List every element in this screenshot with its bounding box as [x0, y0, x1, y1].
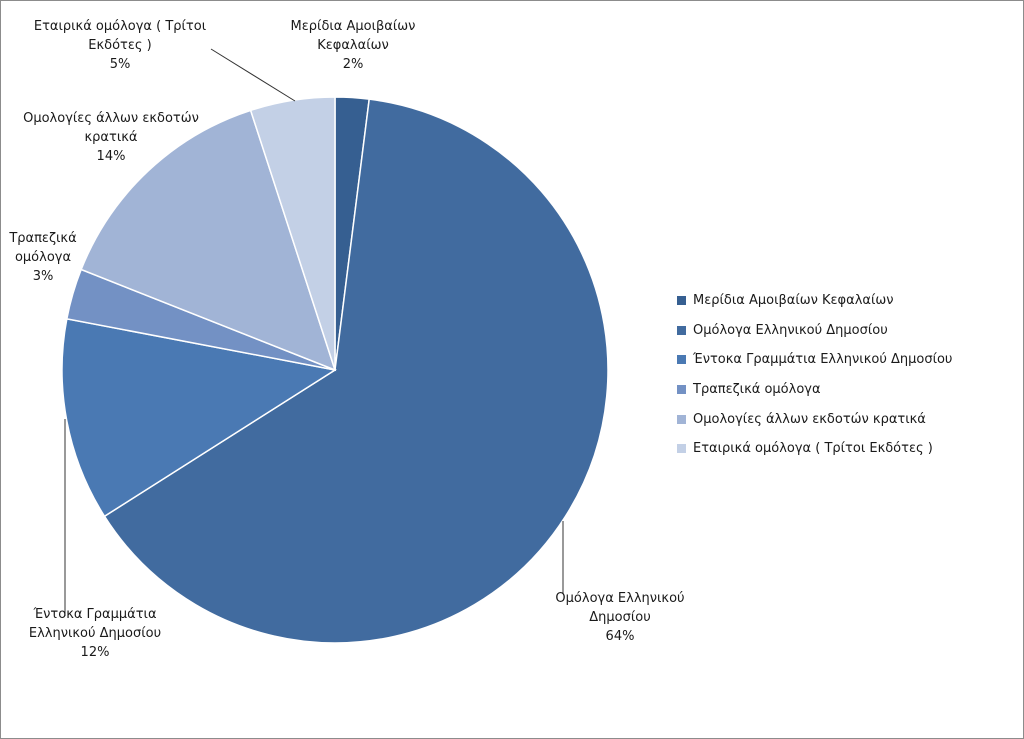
data-label-name: Κεφαλαίων — [317, 38, 389, 53]
legend-label: Εταιρικά ομόλογα ( Τρίτοι Εκδότες ) — [693, 441, 933, 457]
data-label-percent: 2% — [343, 57, 364, 72]
data-label-name: Εταιρικά ομόλογα ( Τρίτοι — [34, 19, 206, 34]
pie-slice — [103, 98, 609, 644]
data-label-name: ομόλογα — [15, 250, 71, 265]
data-label-name: Μερίδια Αμοιβαίων — [291, 19, 416, 34]
data-label-name: Δημοσίου — [589, 610, 650, 625]
legend-label: Μερίδια Αμοιβαίων Κεφαλαίων — [693, 293, 894, 309]
data-label-percent: 64% — [606, 629, 635, 644]
legend-swatch — [677, 355, 686, 365]
legend-item: Τραπεζικά ομόλογα — [677, 375, 1007, 405]
data-label-name: κρατικά — [85, 130, 138, 145]
legend-label: Ομολογίες άλλων εκδοτών κρατικά — [693, 411, 926, 427]
legend-label: Ομόλογα Ελληνικού Δημοσίου — [693, 322, 888, 338]
data-label-percent: 14% — [97, 149, 126, 164]
data-label-name: Ομολογίες άλλων εκδοτών — [23, 111, 199, 126]
pie-slice — [61, 317, 338, 518]
data-label-name: Τραπεζικά — [8, 231, 76, 246]
legend-label: Έντοκα Γραμμάτια Ελληνικού Δημοσίου — [693, 352, 953, 368]
data-label-name: Εκδότες ) — [88, 38, 151, 53]
data-label-percent: 12% — [81, 645, 110, 660]
pie-slice — [249, 96, 336, 371]
data-label-percent: 5% — [110, 57, 131, 72]
legend-item: Εταιρικά ομόλογα ( Τρίτοι Εκδότες ) — [677, 434, 1007, 464]
legend-item: Ομολογίες άλλων εκδοτών κρατικά — [677, 404, 1007, 434]
data-label-name: Ελληνικού Δημοσίου — [29, 626, 161, 641]
legend-swatch — [677, 296, 686, 306]
label-leader-line — [210, 48, 296, 102]
legend: Μερίδια Αμοιβαίων Κεφαλαίων Ομόλογα Ελλην… — [677, 286, 1007, 464]
legend-item: Έντοκα Γραμμάτια Ελληνικού Δημοσίου — [677, 345, 1007, 375]
legend-swatch — [677, 325, 686, 335]
data-label-name: Ομόλογα Ελληνικού — [555, 591, 684, 606]
legend-item: Μερίδια Αμοιβαίων Κεφαλαίων — [677, 286, 1007, 316]
legend-label: Τραπεζικά ομόλογα — [693, 382, 821, 398]
legend-swatch — [677, 414, 686, 424]
data-label-name: Έντοκα Γραμμάτια — [32, 607, 156, 622]
legend-swatch — [677, 444, 686, 454]
legend-swatch — [677, 385, 686, 395]
legend-item: Ομόλογα Ελληνικού Δημοσίου — [677, 316, 1007, 346]
data-label-percent: 3% — [33, 269, 54, 284]
